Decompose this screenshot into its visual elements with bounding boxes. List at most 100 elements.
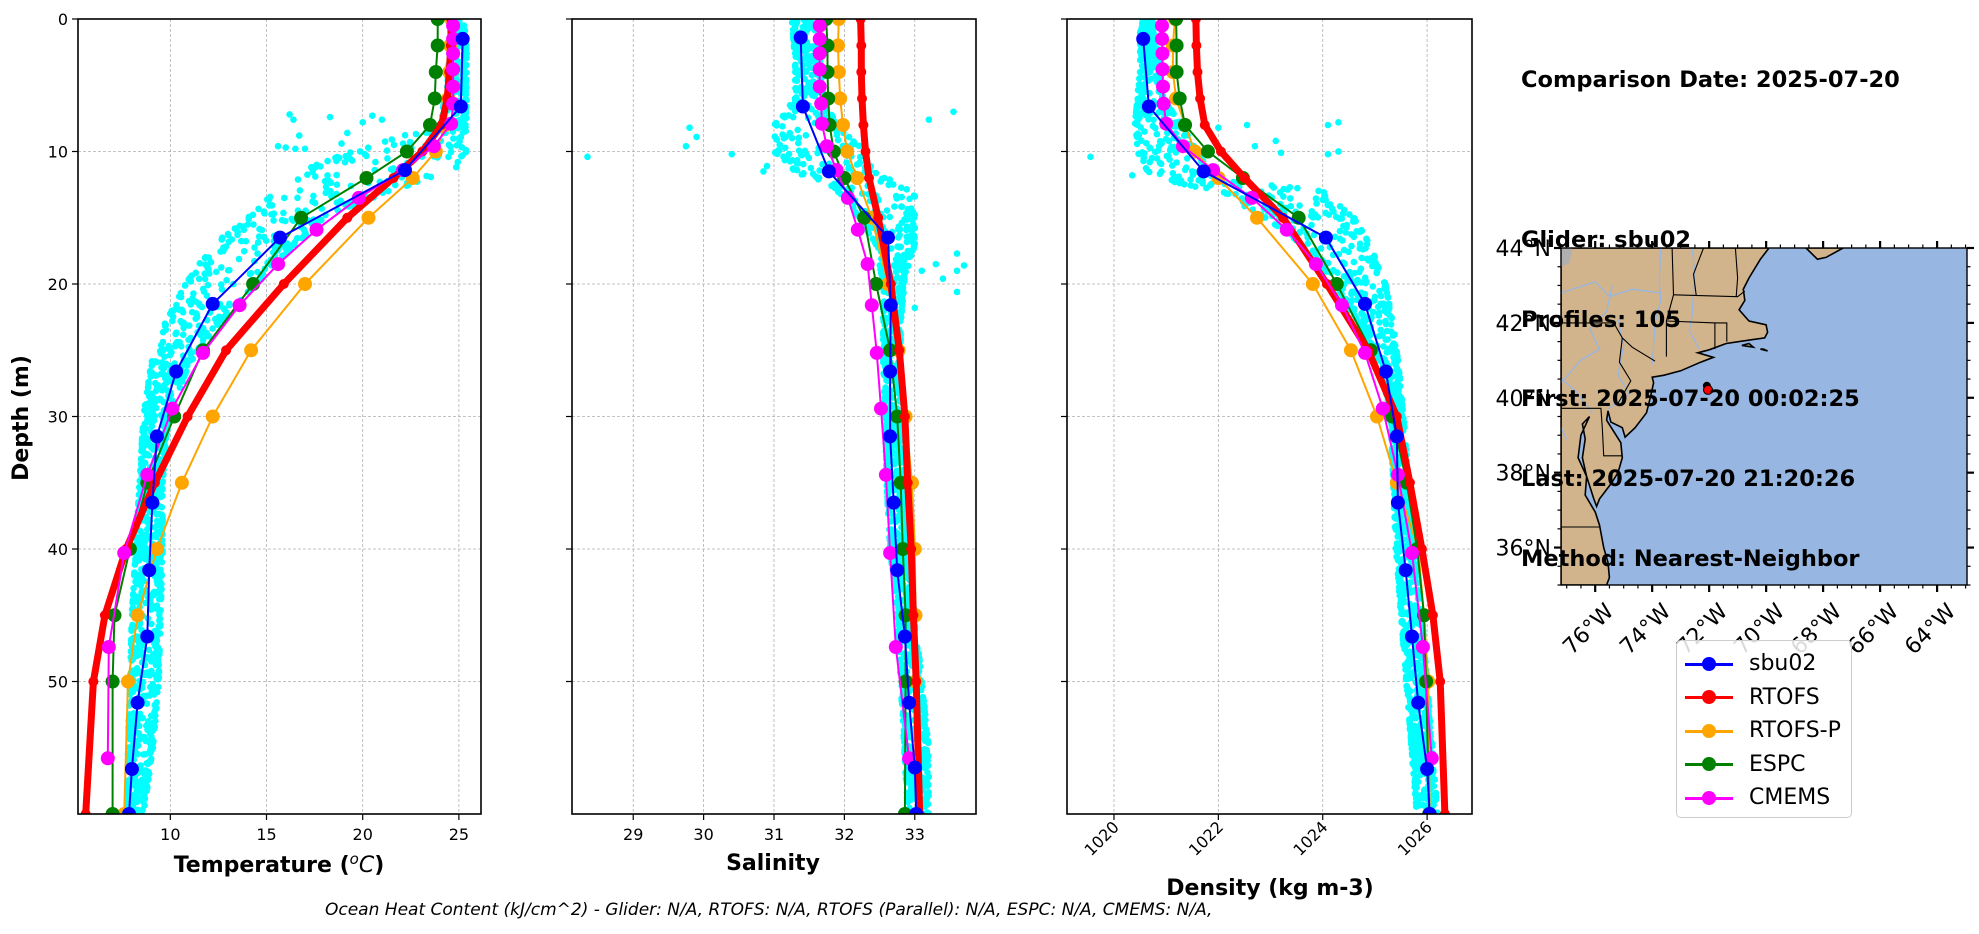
data-point xyxy=(423,118,437,132)
lon-tick-label: 66°W xyxy=(1843,599,1904,660)
density-panel: 1020 1022 1024 1026 xyxy=(1061,18,1473,860)
scatter-point xyxy=(1330,208,1337,215)
scatter-point xyxy=(898,203,905,210)
scatter-point xyxy=(1304,240,1312,247)
scatter-point xyxy=(147,755,155,763)
scatter-point xyxy=(1294,184,1301,192)
scatter-point xyxy=(807,164,815,172)
scatter-point xyxy=(137,576,144,583)
scatter-point xyxy=(1404,686,1412,693)
scatter-point xyxy=(898,219,906,226)
scatter-point xyxy=(453,142,461,149)
scatter-point xyxy=(247,269,255,277)
scatter-point xyxy=(907,781,915,789)
scatter-point xyxy=(763,162,771,170)
scatter-point xyxy=(146,719,153,727)
scatter-point xyxy=(225,238,233,246)
y-tick-label: 20 xyxy=(48,275,68,294)
scatter-point xyxy=(1181,166,1189,174)
scatter-point xyxy=(1310,231,1318,239)
data-point xyxy=(278,279,289,289)
data-point xyxy=(1343,343,1358,358)
scatter-point xyxy=(903,186,910,193)
scatter-point xyxy=(728,150,736,158)
scatter-point xyxy=(785,112,792,119)
scatter-point xyxy=(1401,529,1409,536)
scatter-point xyxy=(1404,674,1412,681)
scatter-point xyxy=(177,343,185,350)
scatter-point xyxy=(1150,116,1157,124)
scatter-point xyxy=(1350,258,1358,266)
scatter-point xyxy=(878,271,886,279)
scatter-point xyxy=(291,238,299,246)
data-point xyxy=(130,608,145,623)
data-point xyxy=(897,807,912,814)
scatter-point xyxy=(1414,723,1421,730)
scatter-point xyxy=(1137,110,1145,117)
scatter-point xyxy=(879,329,887,336)
scatter-point xyxy=(1183,155,1191,162)
scatter-point xyxy=(1391,331,1398,338)
data-point xyxy=(1308,257,1323,272)
data-point xyxy=(273,230,287,245)
scatter-point xyxy=(139,442,147,449)
data-point xyxy=(149,429,164,444)
data-point xyxy=(1172,91,1187,106)
scatter-point xyxy=(145,516,152,523)
scatter-point xyxy=(149,590,157,598)
scatter-point xyxy=(261,210,268,217)
scatter-point xyxy=(898,660,906,668)
data-point xyxy=(1420,762,1435,776)
data-point xyxy=(814,116,829,131)
scatter-point xyxy=(953,250,961,257)
scatter-point xyxy=(254,250,261,257)
density-axis-label: Density (kg m-3) xyxy=(1166,876,1374,901)
scatter-point xyxy=(324,157,331,165)
scatter-point xyxy=(793,157,801,164)
scatter-point xyxy=(218,264,225,271)
scatter-point xyxy=(1135,150,1142,158)
scatter-point xyxy=(781,144,789,152)
data-point xyxy=(205,409,220,424)
scatter-point xyxy=(1324,121,1332,129)
scatter-point xyxy=(1134,97,1142,105)
scatter-point xyxy=(454,158,462,166)
scatter-point xyxy=(816,167,823,174)
scatter-point xyxy=(772,135,780,142)
scatter-point xyxy=(292,145,299,153)
scatter-point xyxy=(1215,124,1222,131)
data-point xyxy=(858,120,869,130)
y-tick-label: 30 xyxy=(48,408,68,427)
scatter-point xyxy=(201,270,208,278)
scatter-point xyxy=(162,322,169,330)
data-point xyxy=(908,610,919,621)
scatter-point xyxy=(1170,110,1177,118)
scatter-point xyxy=(897,184,905,191)
x-tick-label: 20 xyxy=(353,825,373,844)
data-point xyxy=(869,345,884,360)
scatter-point xyxy=(207,258,215,266)
scatter-point xyxy=(312,173,319,180)
legend-item-rtofs-p: RTOFS-P xyxy=(1677,714,1851,748)
scatter-point xyxy=(1312,195,1320,202)
scatter-point xyxy=(156,651,163,658)
data-point xyxy=(1427,610,1438,621)
river xyxy=(1651,248,1662,365)
scatter-point xyxy=(1393,547,1401,555)
data-point xyxy=(80,809,91,814)
scatter-point xyxy=(1308,221,1315,229)
data-point xyxy=(246,277,261,291)
scatter-point xyxy=(158,486,166,494)
scatter-point xyxy=(1128,172,1136,179)
scatter-point xyxy=(794,126,801,134)
scatter-point xyxy=(1141,19,1149,25)
scatter-point xyxy=(132,559,139,566)
scatter-point xyxy=(1409,607,1416,614)
data-point xyxy=(88,676,99,687)
state-border xyxy=(1673,290,1746,298)
scatter-point xyxy=(301,145,309,153)
scatter-point xyxy=(1163,152,1171,160)
scatter-point xyxy=(803,68,810,75)
